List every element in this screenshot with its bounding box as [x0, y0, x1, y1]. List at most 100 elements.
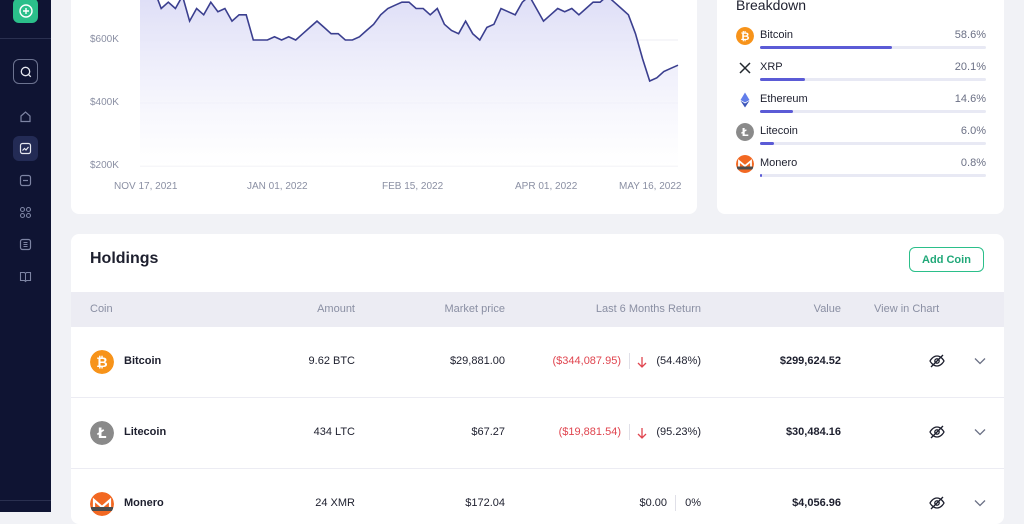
breakdown-item-xrp: XRP 20.1% — [736, 59, 986, 87]
svg-text:Ł: Ł — [740, 126, 748, 139]
x-tick-label: APR 01, 2022 — [515, 181, 578, 192]
return-percent: (54.48%) — [656, 355, 701, 367]
breakdown-bar-fill — [760, 110, 793, 113]
nav-grid[interactable] — [13, 200, 38, 225]
chevron-down-icon[interactable] — [974, 499, 986, 507]
holding-value: $299,624.52 — [779, 355, 841, 367]
svg-text:Ł: Ł — [97, 426, 107, 442]
coin-name: Litecoin — [124, 426, 167, 438]
breakdown-bar-track — [760, 142, 986, 145]
x-tick-label: JAN 01, 2022 — [247, 181, 308, 192]
return-percent: (95.23%) — [656, 426, 701, 438]
breakdown-coin-name: Ethereum — [760, 93, 808, 105]
arrow-down-icon — [637, 428, 647, 439]
breakdown-coin-name: Litecoin — [760, 125, 798, 137]
breakdown-bar-track — [760, 174, 986, 177]
x-tick-label: MAY 16, 2022 — [619, 181, 682, 192]
nav-home[interactable] — [13, 104, 38, 129]
grid-icon — [19, 206, 32, 219]
breakdown-coin-pct: 0.8% — [960, 157, 986, 169]
table-row[interactable]: Monero 24 XMR $172.04 $0.00 0% $4,056.96 — [71, 468, 1004, 524]
holdings-table-header: Coin Amount Market price Last 6 Months R… — [71, 292, 1004, 326]
bitcoin-icon: ₿ — [736, 27, 754, 45]
portfolio-chart-card: $600K $400K $200K NOV 17, 2021 JAN 01, 2… — [71, 0, 697, 214]
return-divider — [629, 424, 630, 440]
y-tick-label: $600K — [90, 34, 119, 45]
add-button[interactable] — [13, 0, 38, 23]
table-row[interactable]: Ł Litecoin 434 LTC $67.27 ($19,881.54) (… — [71, 397, 1004, 469]
x-tick-label: NOV 17, 2021 — [114, 181, 178, 192]
breakdown-coin-name: Monero — [760, 157, 798, 169]
breakdown-coin-pct: 6.0% — [960, 125, 986, 137]
breakdown-card: Breakdown ₿ Bitcoin 58.6% XRP 20.1% Ethe… — [717, 0, 1004, 214]
chart-icon — [19, 142, 32, 155]
monero-icon — [90, 492, 114, 516]
breakdown-bar-track — [760, 46, 986, 49]
calculator-icon — [19, 238, 32, 251]
nav-calculator[interactable] — [13, 232, 38, 257]
market-price: $67.27 — [471, 426, 505, 438]
return-value: ($19,881.54) — [558, 426, 621, 438]
return-value: ($344,087.95) — [552, 355, 622, 367]
breakdown-bar-track — [760, 110, 986, 113]
breakdown-title: Breakdown — [736, 0, 807, 13]
breakdown-coin-pct: 20.1% — [954, 61, 986, 73]
breakdown-coin-name: XRP — [760, 61, 783, 73]
wallet-icon — [19, 174, 32, 187]
market-price: $172.04 — [465, 497, 505, 509]
x-tick-label: FEB 15, 2022 — [382, 181, 444, 192]
breakdown-coin-pct: 58.6% — [954, 29, 986, 41]
nav-chart[interactable] — [13, 136, 38, 161]
ethereum-icon — [740, 92, 750, 108]
column-header-coin: Coin — [90, 303, 113, 315]
sidebar-divider — [0, 500, 51, 501]
return-divider — [675, 495, 676, 511]
svg-text:₿: ₿ — [741, 30, 750, 43]
chevron-down-icon[interactable] — [974, 357, 986, 365]
chevron-down-icon[interactable] — [974, 428, 986, 436]
coin-amount: 24 XMR — [315, 497, 355, 509]
breakdown-bar-track — [760, 78, 986, 81]
chart-area — [140, 0, 678, 166]
nav-book[interactable] — [13, 264, 38, 289]
coin-name: Bitcoin — [124, 355, 162, 367]
column-header-amount: Amount — [317, 303, 355, 315]
breakdown-coin-pct: 14.6% — [954, 93, 986, 105]
litecoin-icon: Ł — [736, 123, 754, 141]
return-divider — [629, 353, 630, 369]
breakdown-bar-fill — [760, 142, 774, 145]
holding-value: $30,484.16 — [785, 426, 841, 438]
portfolio-area-chart — [140, 0, 679, 167]
monero-icon — [736, 155, 754, 173]
column-header-market-price: Market price — [444, 303, 505, 315]
return-value: $0.00 — [639, 497, 667, 509]
svg-text:₿: ₿ — [96, 355, 107, 371]
coin-amount: 434 LTC — [313, 426, 355, 438]
chart-line — [157, 0, 679, 83]
home-icon — [20, 111, 31, 123]
market-price: $29,881.00 — [449, 355, 505, 367]
eye-off-icon[interactable] — [929, 496, 945, 510]
sidebar-divider — [0, 38, 51, 39]
holding-value: $4,056.96 — [792, 497, 841, 509]
nav-wallet[interactable] — [13, 168, 38, 193]
book-icon — [19, 271, 32, 283]
breakdown-coin-name: Bitcoin — [760, 29, 794, 41]
search-button[interactable] — [13, 59, 38, 84]
holdings-card: Holdings Add Coin Coin Amount Market pri… — [71, 234, 1004, 524]
table-row[interactable]: ₿ Bitcoin 9.62 BTC $29,881.00 ($344,087.… — [71, 326, 1004, 398]
search-icon — [20, 66, 31, 77]
y-tick-label: $200K — [90, 160, 119, 171]
eye-off-icon[interactable] — [929, 425, 945, 439]
column-header-value: Value — [813, 303, 841, 315]
breakdown-item-monero: Monero 0.8% — [736, 155, 986, 183]
add-coin-button[interactable]: Add Coin — [909, 247, 984, 272]
column-header-view-in-chart: View in Chart — [874, 303, 940, 315]
plus-circle-icon — [18, 3, 33, 18]
return-percent: 0% — [685, 497, 701, 509]
breakdown-bar-fill — [760, 174, 762, 177]
coin-name: Monero — [124, 497, 164, 509]
eye-off-icon[interactable] — [929, 354, 945, 368]
holdings-title: Holdings — [90, 250, 159, 267]
breakdown-bar-fill — [760, 46, 893, 49]
